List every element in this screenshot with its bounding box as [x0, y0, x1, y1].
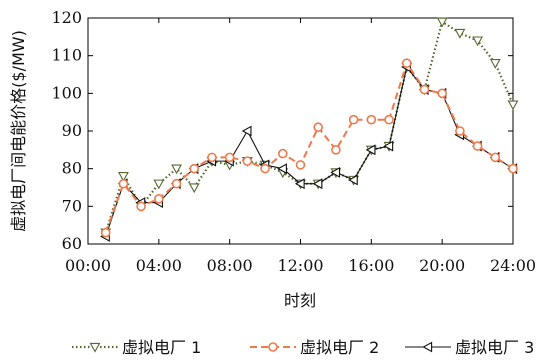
series-2-line [104, 60, 514, 234]
x-tick-label: 08:00 [207, 256, 253, 275]
series-3-point [347, 174, 358, 186]
series-3-point [365, 144, 376, 156]
series-1-point [188, 183, 200, 194]
x-tick-label: 20:00 [419, 256, 465, 275]
axis-ticks [87, 17, 514, 245]
series-1-point [472, 36, 484, 47]
y-tick-label: 60 [62, 234, 82, 253]
y-tick-label: 110 [51, 46, 82, 65]
series-1-point [489, 59, 501, 69]
series-1-point [153, 179, 165, 190]
series-2-point [100, 227, 111, 238]
y-tick-label: 90 [62, 121, 82, 140]
plot-frame [87, 17, 514, 245]
x-tick-label: 00:00 [65, 256, 111, 275]
y-axis-title: 虚拟电厂间电能价格($/MW) [9, 30, 28, 232]
series-1-point [507, 100, 519, 111]
series-2-point [437, 88, 447, 99]
series-3-point [312, 178, 323, 190]
series-2-point [118, 178, 129, 189]
series-2-point [189, 163, 200, 174]
tick-labels: 00:00 04:00 08:00 12:00 16:00 20:00 24:00 60 70 8… [51, 8, 536, 275]
legend-swatch-marker [268, 342, 278, 352]
series-2-point [207, 152, 217, 163]
y-tick-label: 120 [51, 8, 82, 27]
series-2-point [313, 122, 324, 133]
series-2-point [260, 163, 270, 174]
legend-label: 虚拟电厂 1 [122, 338, 201, 357]
series-2-point [508, 163, 518, 174]
y-tick-label: 80 [62, 159, 82, 178]
legend-item-1: 虚拟电厂 1 [72, 338, 201, 357]
legend-label: 虚拟电厂 3 [455, 338, 534, 357]
series-2-point [331, 145, 341, 155]
series-2-point [295, 160, 306, 170]
y-tick-label: 100 [51, 83, 82, 102]
x-tick-label: 16:00 [348, 256, 394, 275]
series-3-point [277, 163, 287, 175]
series-1-point [454, 28, 466, 39]
series-1-point [436, 17, 448, 28]
legend-label: 虚拟电厂 2 [300, 338, 379, 357]
legend-swatch-marker [422, 341, 433, 353]
series-2-point [401, 58, 412, 69]
series-2-point [490, 152, 501, 163]
series-2-point [348, 114, 359, 125]
series-3-point [383, 140, 394, 152]
series-3 [100, 61, 518, 242]
series-2-point [277, 148, 288, 159]
series-1-line [104, 20, 515, 234]
series-3-point [330, 166, 341, 178]
series-2-point [154, 194, 164, 204]
x-tick-label: 12:00 [277, 256, 323, 275]
series-2 [100, 58, 518, 238]
series-2-point [419, 84, 430, 95]
x-tick-label: 04:00 [136, 256, 182, 275]
series-3-point [241, 125, 252, 137]
y-tick-label: 70 [62, 196, 82, 215]
series-2-point [366, 114, 377, 125]
series-group [100, 17, 519, 242]
series-2-point [136, 201, 146, 212]
x-axis-title: 时刻 [284, 291, 316, 310]
legend: 虚拟电厂 1 虚拟电厂 2 虚拟电厂 3 [72, 338, 534, 357]
series-2-point [224, 152, 235, 163]
series-2-point [242, 156, 253, 166]
series-2-point [171, 178, 182, 189]
series-2-point [472, 141, 483, 151]
series-1-point [117, 172, 129, 182]
series-3-point [294, 178, 305, 190]
series-3-line [105, 65, 514, 237]
series-2-point [455, 126, 465, 136]
series-1-point [171, 164, 182, 175]
legend-swatch-marker [89, 342, 101, 353]
series-2-point [384, 114, 394, 125]
legend-item-2: 虚拟电厂 2 [250, 338, 379, 357]
series-1 [100, 17, 519, 239]
x-tick-label: 24:00 [490, 256, 536, 275]
legend-item-3: 虚拟电厂 3 [405, 338, 534, 357]
